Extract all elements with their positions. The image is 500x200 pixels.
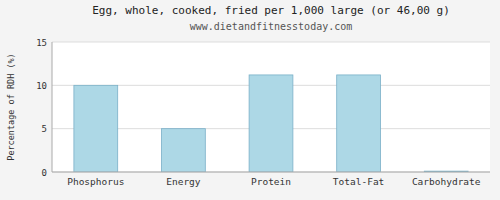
chart: Egg, whole, cooked, fried per 1,000 larg… — [0, 0, 500, 200]
bar — [162, 129, 206, 172]
grid-line — [52, 42, 490, 43]
bar — [337, 75, 381, 172]
chart-container: Egg, whole, cooked, fried per 1,000 larg… — [0, 0, 500, 200]
x-tick-label: Phosphorus — [67, 176, 124, 187]
title: Egg, whole, cooked, fried per 1,000 larg… — [92, 4, 450, 17]
y-tick-label: 5 — [42, 124, 47, 134]
subtitle: www.dietandfitnesstoday.com — [190, 21, 353, 32]
x-tick-label: Protein — [251, 176, 291, 187]
y-tick-label: 15 — [36, 38, 47, 48]
bar — [249, 75, 293, 172]
bar — [74, 85, 118, 172]
y-axis-label: Percentage of RDH (%) — [6, 53, 16, 160]
grid-line — [52, 172, 490, 173]
bars — [74, 75, 468, 172]
x-tick-label: Carbohydrate — [412, 176, 481, 187]
y-tick-label: 10 — [36, 81, 47, 91]
y-axis-line — [52, 42, 53, 172]
x-tick-label: Energy — [166, 176, 201, 187]
plot-area — [52, 42, 490, 172]
y-tick-label: 0 — [42, 168, 47, 178]
x-tick-label: Total-Fat — [333, 176, 384, 187]
x-axis-line — [52, 172, 490, 173]
